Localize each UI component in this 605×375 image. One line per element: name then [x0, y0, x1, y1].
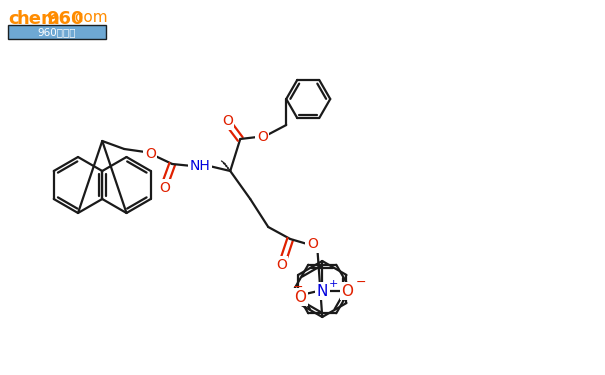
Text: O: O [222, 114, 233, 128]
Text: −: − [292, 281, 302, 294]
Text: O: O [276, 258, 287, 272]
Text: c: c [8, 10, 19, 28]
Text: 960化工网: 960化工网 [38, 27, 76, 37]
Text: 960: 960 [46, 10, 83, 28]
Text: O: O [145, 147, 155, 161]
Text: O: O [159, 181, 169, 195]
Text: N: N [316, 284, 328, 298]
Text: .com: .com [70, 10, 108, 25]
Text: O: O [307, 237, 318, 251]
Text: O: O [294, 290, 306, 304]
Text: NH: NH [190, 159, 211, 173]
Text: O: O [257, 130, 267, 144]
Text: O: O [341, 284, 353, 298]
Text: +: + [329, 279, 339, 289]
FancyBboxPatch shape [8, 25, 106, 39]
Text: −: − [355, 276, 366, 289]
Text: hem: hem [16, 10, 60, 28]
